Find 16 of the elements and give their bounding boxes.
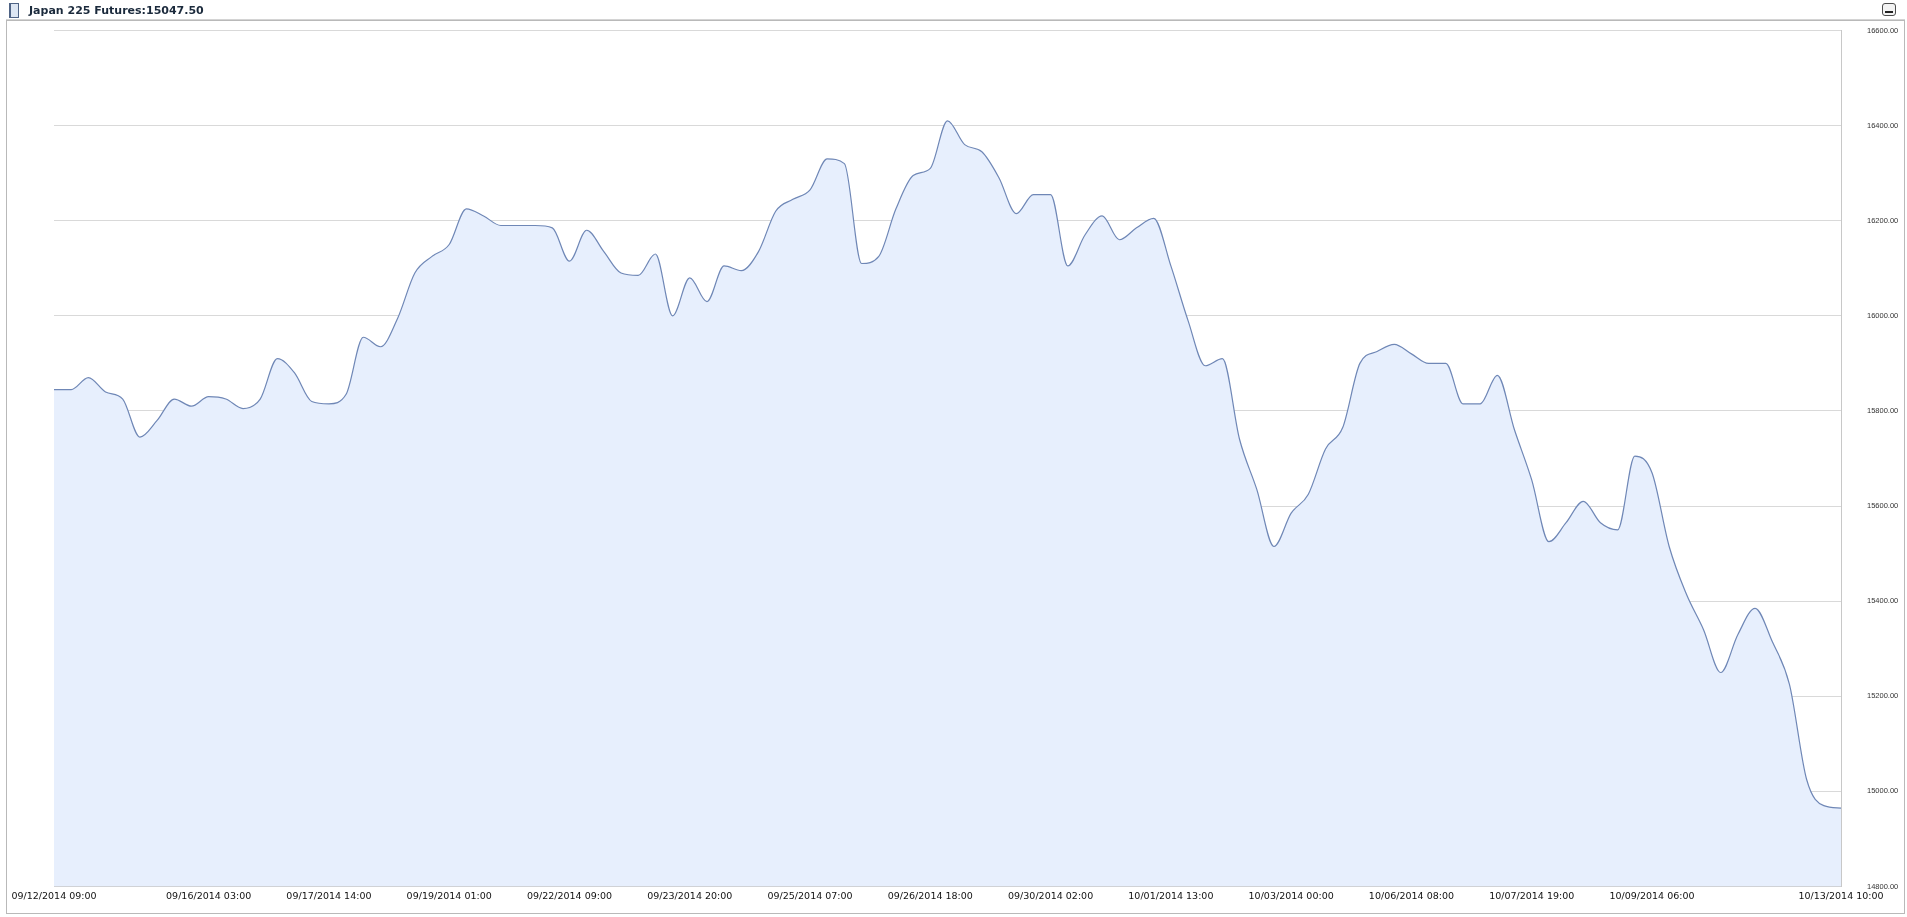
x-tick-label: 09/16/2014 03:00 [166, 889, 252, 901]
x-tick-label: 10/09/2014 06:00 [1609, 889, 1695, 901]
x-tick-label: 09/23/2014 20:00 [647, 889, 733, 901]
x-tick-label: 09/25/2014 07:00 [767, 889, 853, 901]
x-tick-label: 09/19/2014 01:00 [406, 889, 492, 901]
x-tick-label: 09/30/2014 02:00 [1008, 889, 1094, 901]
x-tick-label: 10/13/2014 10:00 [1798, 889, 1884, 901]
x-tick-label: 10/01/2014 13:00 [1128, 889, 1214, 901]
x-tick-label: 09/17/2014 14:00 [286, 889, 372, 901]
x-tick-label: 10/06/2014 08:00 [1368, 889, 1455, 901]
x-tick-label: 10/07/2014 19:00 [1489, 889, 1575, 901]
x-tick-label: 09/26/2014 18:00 [887, 889, 973, 901]
x-tick-label: 09/22/2014 09:00 [526, 889, 613, 901]
x-tick-label: 09/12/2014 09:00 [11, 889, 97, 901]
chart-title: Japan 225 Futures:15047.50 [29, 4, 204, 17]
x-tick-label: 10/03/2014 00:00 [1248, 889, 1334, 901]
